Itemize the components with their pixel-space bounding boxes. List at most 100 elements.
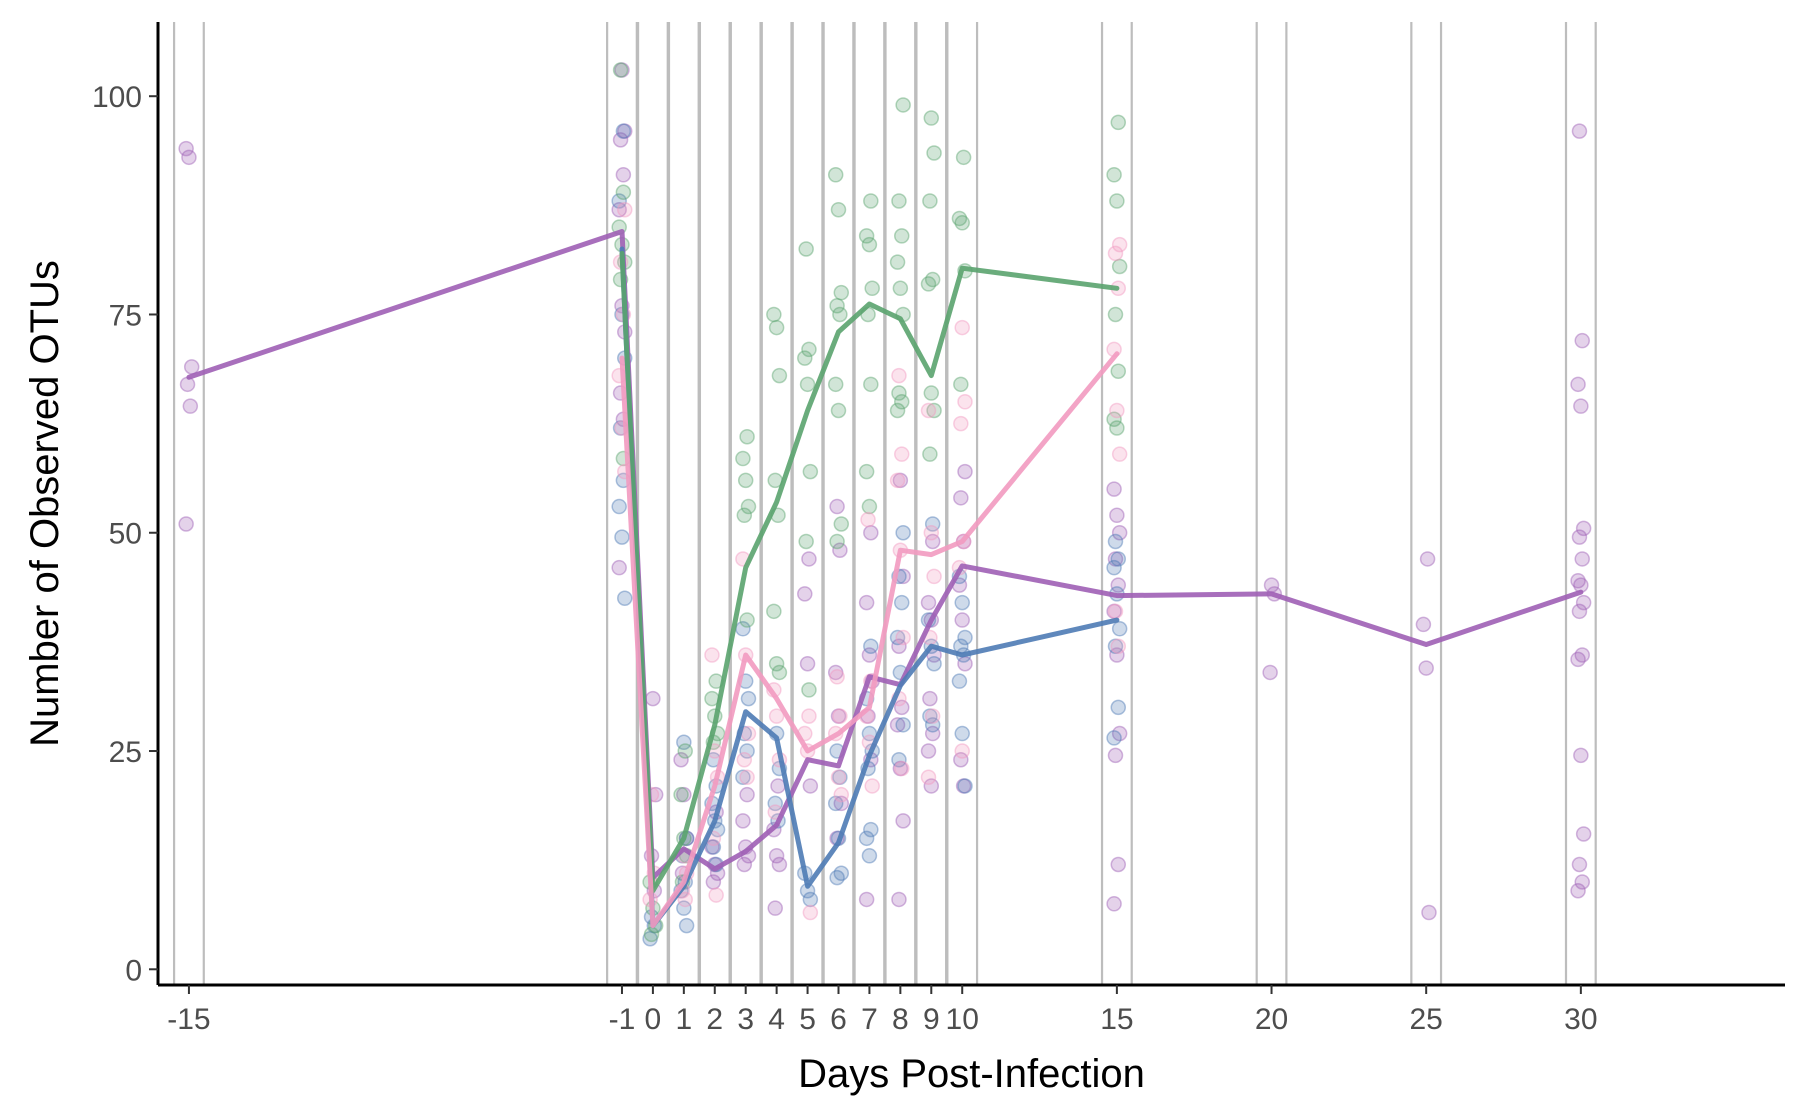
data-point bbox=[863, 821, 879, 838]
data-point bbox=[1575, 826, 1592, 842]
data-point bbox=[920, 769, 937, 785]
data-point bbox=[614, 62, 630, 78]
data-point bbox=[1110, 577, 1127, 593]
data-point bbox=[1111, 725, 1128, 742]
data-point bbox=[833, 786, 850, 803]
data-point bbox=[801, 682, 817, 698]
x-tick-label: 3 bbox=[737, 1003, 754, 1036]
data-point bbox=[642, 930, 658, 947]
data-point bbox=[1109, 420, 1125, 436]
x-tick-label: 25 bbox=[1410, 1003, 1443, 1036]
data-point bbox=[858, 594, 875, 611]
data-point bbox=[830, 769, 847, 785]
data-point bbox=[892, 280, 909, 297]
data-point bbox=[614, 529, 630, 545]
data-point bbox=[922, 708, 938, 724]
data-point bbox=[739, 786, 755, 803]
data-point bbox=[801, 551, 817, 567]
data-point bbox=[1106, 896, 1122, 912]
data-point bbox=[705, 839, 722, 855]
data-point bbox=[923, 524, 940, 541]
data-point bbox=[957, 629, 973, 646]
data-point bbox=[923, 778, 940, 794]
x-tick-label: 6 bbox=[830, 1003, 847, 1036]
data-point bbox=[957, 778, 973, 794]
data-point bbox=[1110, 114, 1127, 131]
data-point bbox=[1574, 332, 1590, 349]
data-point bbox=[861, 647, 878, 663]
data-point bbox=[1106, 559, 1122, 576]
data-point bbox=[612, 62, 629, 78]
data-point bbox=[833, 865, 850, 881]
data-point bbox=[920, 743, 937, 759]
data-point bbox=[1111, 236, 1128, 253]
data-point bbox=[889, 254, 906, 270]
data-point bbox=[955, 778, 972, 794]
series-line-2 bbox=[619, 250, 1120, 894]
data-point bbox=[736, 507, 753, 524]
data-point bbox=[893, 394, 910, 410]
data-point bbox=[611, 193, 627, 209]
data-point bbox=[611, 201, 627, 218]
data-point bbox=[863, 524, 879, 541]
data-point bbox=[923, 110, 940, 126]
axes bbox=[156, 22, 1785, 987]
x-tick-label: 9 bbox=[923, 1003, 940, 1036]
data-point bbox=[891, 193, 907, 209]
data-point bbox=[924, 533, 941, 550]
data-point bbox=[740, 690, 757, 707]
data-point bbox=[673, 786, 689, 803]
data-point bbox=[895, 97, 911, 113]
data-point bbox=[1419, 551, 1436, 567]
data-point bbox=[893, 228, 910, 244]
data-point bbox=[1574, 551, 1590, 567]
data-point bbox=[1109, 647, 1125, 663]
data-point bbox=[673, 751, 689, 768]
data-point bbox=[920, 594, 937, 611]
data-point bbox=[893, 699, 910, 716]
data-point bbox=[797, 586, 813, 602]
data-point bbox=[861, 236, 878, 253]
data-point bbox=[895, 717, 911, 733]
data-point bbox=[1262, 664, 1278, 681]
data-point bbox=[1573, 747, 1589, 764]
data-point bbox=[953, 376, 969, 393]
data-point bbox=[832, 542, 848, 558]
data-point bbox=[615, 184, 632, 200]
data-point bbox=[951, 210, 968, 227]
data-point bbox=[891, 891, 907, 908]
data-point bbox=[677, 743, 693, 759]
data-point bbox=[801, 708, 817, 724]
data-point bbox=[863, 193, 879, 209]
data-point bbox=[926, 145, 942, 161]
x-tick-label: 8 bbox=[892, 1003, 909, 1036]
data-point bbox=[739, 612, 755, 628]
data-point bbox=[1109, 507, 1125, 524]
data-point bbox=[827, 376, 844, 393]
data-point bbox=[924, 516, 941, 532]
x-tick-label: -15 bbox=[167, 1003, 210, 1036]
data-point bbox=[178, 516, 194, 532]
data-point bbox=[739, 428, 755, 445]
data-point bbox=[832, 306, 848, 323]
data-point bbox=[1570, 882, 1586, 899]
data-point bbox=[864, 280, 880, 297]
data-point bbox=[830, 402, 847, 419]
data-point bbox=[858, 463, 875, 480]
data-point bbox=[766, 306, 782, 323]
data-point bbox=[954, 743, 970, 759]
x-tick-label: -1 bbox=[609, 1003, 636, 1036]
data-point bbox=[802, 778, 819, 794]
data-point bbox=[1570, 573, 1586, 589]
data-point bbox=[1110, 551, 1127, 567]
data-point bbox=[705, 874, 722, 890]
data-point bbox=[802, 904, 819, 921]
data-point bbox=[799, 655, 816, 672]
data-point bbox=[953, 415, 969, 432]
data-point bbox=[768, 708, 785, 724]
data-point bbox=[891, 367, 907, 384]
data-point bbox=[182, 398, 199, 414]
data-point bbox=[1111, 524, 1128, 541]
data-point bbox=[1571, 529, 1588, 545]
data-point bbox=[1574, 874, 1590, 890]
